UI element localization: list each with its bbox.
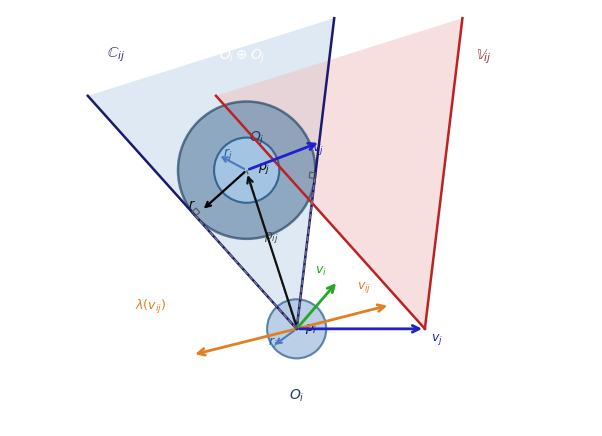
Text: $p_j$: $p_j$ [258,161,271,176]
Text: $v_j$: $v_j$ [312,142,324,157]
Circle shape [178,102,315,239]
Text: $v_j$: $v_j$ [432,332,443,347]
Polygon shape [88,18,334,329]
Text: $r$: $r$ [188,198,196,211]
Text: $\mathbb{V}_{ij}$: $\mathbb{V}_{ij}$ [476,48,491,67]
Text: $\mathbb{C}_{ij}$: $\mathbb{C}_{ij}$ [107,46,126,65]
Text: $\lambda(v_{ij})$: $\lambda(v_{ij})$ [135,298,167,316]
Circle shape [267,299,326,358]
Polygon shape [216,18,462,329]
Text: $v_{ij}$: $v_{ij}$ [357,280,371,295]
Text: $r_i$: $r_i$ [267,336,277,350]
Text: $p_{ij}$: $p_{ij}$ [264,230,279,245]
Text: $r_j$: $r_j$ [223,146,233,162]
Text: $p_i$: $p_i$ [305,322,318,336]
Text: $O_j$: $O_j$ [249,130,264,148]
Circle shape [214,138,279,203]
Text: $O_i$: $O_i$ [289,388,305,405]
Text: $v_i$: $v_i$ [315,265,326,278]
Text: $O_i \oplus O_j$: $O_i \oplus O_j$ [219,48,265,66]
